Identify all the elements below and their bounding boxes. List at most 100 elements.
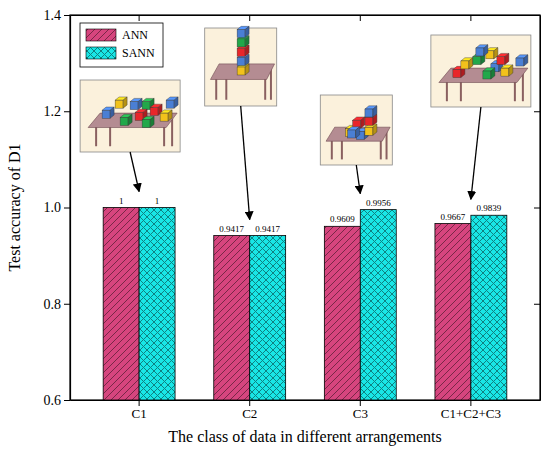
table-top [88, 113, 177, 127]
bar [103, 208, 139, 401]
cube-front [130, 102, 138, 110]
cube-side [245, 54, 249, 65]
table-top [326, 127, 390, 141]
axis-line [71, 15, 541, 16]
x-tick [470, 15, 471, 21]
cube-front [501, 68, 509, 76]
cube-side [245, 64, 249, 75]
data-label: 0.9417 [219, 224, 244, 234]
cube-side [168, 110, 172, 121]
cube-side [123, 97, 127, 108]
x-tick [360, 15, 361, 21]
cube-side [174, 97, 178, 108]
cube-front [453, 70, 461, 78]
legend-swatch [86, 29, 116, 41]
data-label: 1 [155, 196, 160, 206]
tick-label: 1.0 [44, 200, 62, 215]
arrow [471, 107, 481, 199]
tick-label: C2 [242, 406, 257, 421]
scene [205, 26, 277, 106]
data-label: 0.9609 [330, 214, 355, 224]
cube-side [245, 36, 249, 47]
cube-front [237, 58, 245, 66]
scene-box [80, 80, 180, 152]
tick-mark [360, 400, 361, 406]
bar [435, 224, 471, 400]
table-leg [446, 80, 448, 102]
y-tick: 1.4 [44, 8, 71, 23]
data-label: 0.9839 [476, 203, 501, 213]
cube-side [524, 55, 528, 66]
y-axis: 0.6 0.8 1.0 1.2 1.4 [44, 8, 71, 408]
data-label: 0.9667 [441, 212, 466, 222]
tick-mark [139, 15, 140, 21]
arrow [356, 165, 360, 194]
tick-mark [249, 15, 250, 21]
y-axis-title: Test accuracy of D1 [6, 143, 24, 271]
tick-label: 1.4 [44, 8, 62, 23]
table-top [210, 64, 274, 80]
table-leg [95, 125, 97, 147]
table-leg [215, 76, 217, 99]
cube-front [365, 109, 373, 117]
bar [471, 215, 507, 400]
cube-front [115, 100, 123, 108]
axis-line [540, 16, 541, 401]
cube-side [505, 53, 509, 64]
scene [431, 35, 531, 107]
cube-side [110, 107, 114, 118]
table-leg [514, 80, 516, 102]
cube-front [166, 100, 174, 108]
bar [250, 236, 286, 400]
cube-front [237, 48, 245, 56]
x-tick: C3 [353, 400, 368, 421]
tick-mark [534, 111, 540, 112]
cube-side [245, 45, 249, 56]
tick-label: C1 [132, 406, 147, 421]
table-leg [331, 138, 333, 159]
cube-front [348, 130, 356, 138]
cube-side [491, 68, 495, 79]
cube-side [484, 45, 488, 56]
plot-frame [70, 15, 540, 400]
data-label: 0.9417 [255, 224, 280, 234]
bar [360, 210, 396, 400]
tick-mark [64, 304, 70, 305]
cube-front [237, 30, 245, 38]
y-tick: 0.8 [44, 297, 71, 312]
cube-front [102, 110, 110, 118]
x-tick: C1+C2+C3 [441, 400, 501, 421]
x-axis-title: The class of data in different arrangeme… [168, 428, 441, 446]
y-tick: 1.2 [44, 104, 71, 119]
arrow [130, 152, 139, 192]
tick-mark [470, 15, 471, 21]
tick-label: 0.6 [44, 393, 62, 408]
cube-front [237, 39, 245, 47]
data-labels: 10.94170.96090.966710.94170.99560.9839 [119, 196, 502, 234]
tick-mark [534, 304, 540, 305]
tick-mark [534, 208, 540, 209]
cube-front [461, 61, 469, 69]
cube-side [469, 58, 473, 69]
cube-front [160, 113, 168, 121]
cube-side [138, 98, 142, 109]
cube-side [509, 65, 513, 76]
cube-front [473, 57, 481, 65]
tick-label: 1.2 [44, 104, 62, 119]
x-tick: C1 [132, 400, 147, 421]
tick-mark [64, 400, 70, 401]
legend-label: ANN [122, 28, 148, 42]
cube-front [150, 107, 158, 115]
cube-side [373, 106, 377, 117]
x-axis-top [71, 15, 541, 21]
cube-front [237, 67, 245, 75]
chart: 0.6 0.8 1.0 1.2 1.4 C1 C2 C3 C1+C2+C3The class o… [0, 0, 551, 452]
axis-line [70, 16, 71, 401]
table-leg [380, 138, 382, 159]
scene-box [205, 28, 277, 106]
tick-mark [139, 400, 140, 406]
bar [324, 226, 360, 400]
x-tick [249, 15, 250, 21]
y-tick: 1.0 [44, 200, 71, 215]
bar [214, 236, 250, 400]
